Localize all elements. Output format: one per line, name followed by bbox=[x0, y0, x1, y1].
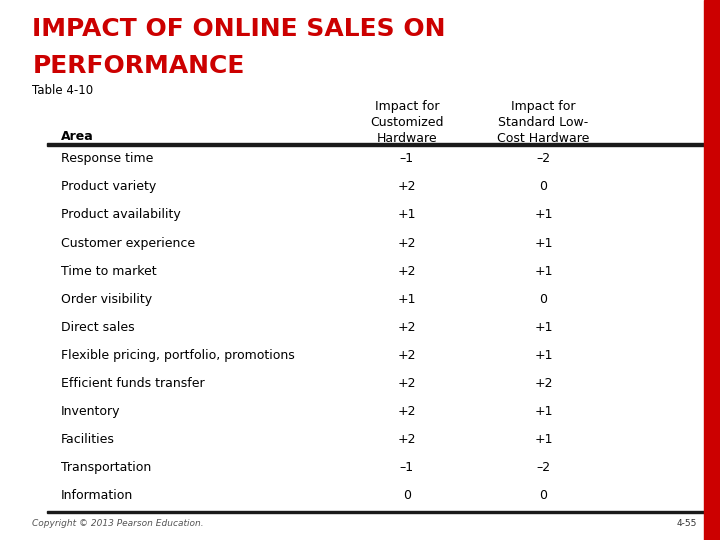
Text: –1: –1 bbox=[400, 461, 414, 474]
Text: –2: –2 bbox=[536, 461, 551, 474]
Text: +1: +1 bbox=[534, 321, 553, 334]
Text: Customer experience: Customer experience bbox=[61, 237, 195, 249]
Text: +2: +2 bbox=[534, 377, 553, 390]
Text: 4-55: 4-55 bbox=[677, 519, 697, 528]
Text: Inventory: Inventory bbox=[61, 405, 121, 418]
Text: Direct sales: Direct sales bbox=[61, 321, 135, 334]
Text: Flexible pricing, portfolio, promotions: Flexible pricing, portfolio, promotions bbox=[61, 349, 295, 362]
Text: +2: +2 bbox=[397, 405, 416, 418]
Text: PERFORMANCE: PERFORMANCE bbox=[32, 54, 245, 78]
Text: +2: +2 bbox=[397, 265, 416, 278]
Text: 0: 0 bbox=[539, 180, 548, 193]
Text: +1: +1 bbox=[534, 208, 553, 221]
Text: +1: +1 bbox=[534, 433, 553, 446]
Text: –2: –2 bbox=[536, 152, 551, 165]
Text: +1: +1 bbox=[534, 349, 553, 362]
Text: Impact for
Customized
Hardware: Impact for Customized Hardware bbox=[370, 100, 444, 145]
Text: IMPACT OF ONLINE SALES ON: IMPACT OF ONLINE SALES ON bbox=[32, 17, 446, 41]
Text: Table 4-10: Table 4-10 bbox=[32, 84, 94, 97]
Text: Time to market: Time to market bbox=[61, 265, 157, 278]
Text: 0: 0 bbox=[539, 489, 548, 502]
Text: +1: +1 bbox=[534, 265, 553, 278]
Text: Copyright © 2013 Pearson Education.: Copyright © 2013 Pearson Education. bbox=[32, 519, 204, 528]
Text: Information: Information bbox=[61, 489, 133, 502]
Text: Area: Area bbox=[61, 130, 94, 143]
Text: +1: +1 bbox=[397, 208, 416, 221]
Text: Impact for
Standard Low-
Cost Hardware: Impact for Standard Low- Cost Hardware bbox=[498, 100, 590, 145]
Text: +1: +1 bbox=[534, 237, 553, 249]
Text: Transportation: Transportation bbox=[61, 461, 151, 474]
Text: +2: +2 bbox=[397, 321, 416, 334]
Text: Facilities: Facilities bbox=[61, 433, 115, 446]
Text: Response time: Response time bbox=[61, 152, 153, 165]
Text: 0: 0 bbox=[539, 293, 548, 306]
Text: +2: +2 bbox=[397, 349, 416, 362]
Text: +1: +1 bbox=[397, 293, 416, 306]
Text: +2: +2 bbox=[397, 237, 416, 249]
Text: Product variety: Product variety bbox=[61, 180, 156, 193]
Text: 0: 0 bbox=[402, 489, 411, 502]
Text: +2: +2 bbox=[397, 377, 416, 390]
Text: –1: –1 bbox=[400, 152, 414, 165]
Text: Order visibility: Order visibility bbox=[61, 293, 153, 306]
Text: +2: +2 bbox=[397, 180, 416, 193]
Text: Efficient funds transfer: Efficient funds transfer bbox=[61, 377, 204, 390]
Text: Product availability: Product availability bbox=[61, 208, 181, 221]
Text: +1: +1 bbox=[534, 405, 553, 418]
Text: +2: +2 bbox=[397, 433, 416, 446]
